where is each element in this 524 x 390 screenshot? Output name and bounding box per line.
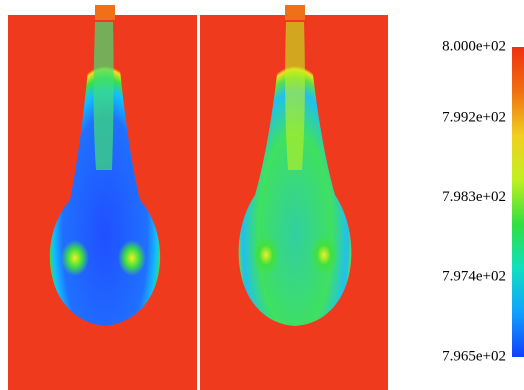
colorbar-tick-label: 7.965e+02: [442, 348, 506, 364]
colorbar-tick-label: 7.992e+02: [442, 109, 506, 125]
colorbar-band: [512, 47, 524, 357]
colorbar: 8.000e+02 7.992e+02 7.983e+02 7.974e+02 7.96…: [442, 38, 524, 364]
colorbar-tick-label: 8.000e+02: [442, 38, 506, 54]
field-panel-right: [200, 5, 388, 390]
colorbar-tick-label: 7.983e+02: [442, 189, 506, 205]
field-panel-left: [8, 5, 197, 390]
colorbar-tick-label: 7.974e+02: [442, 269, 506, 285]
